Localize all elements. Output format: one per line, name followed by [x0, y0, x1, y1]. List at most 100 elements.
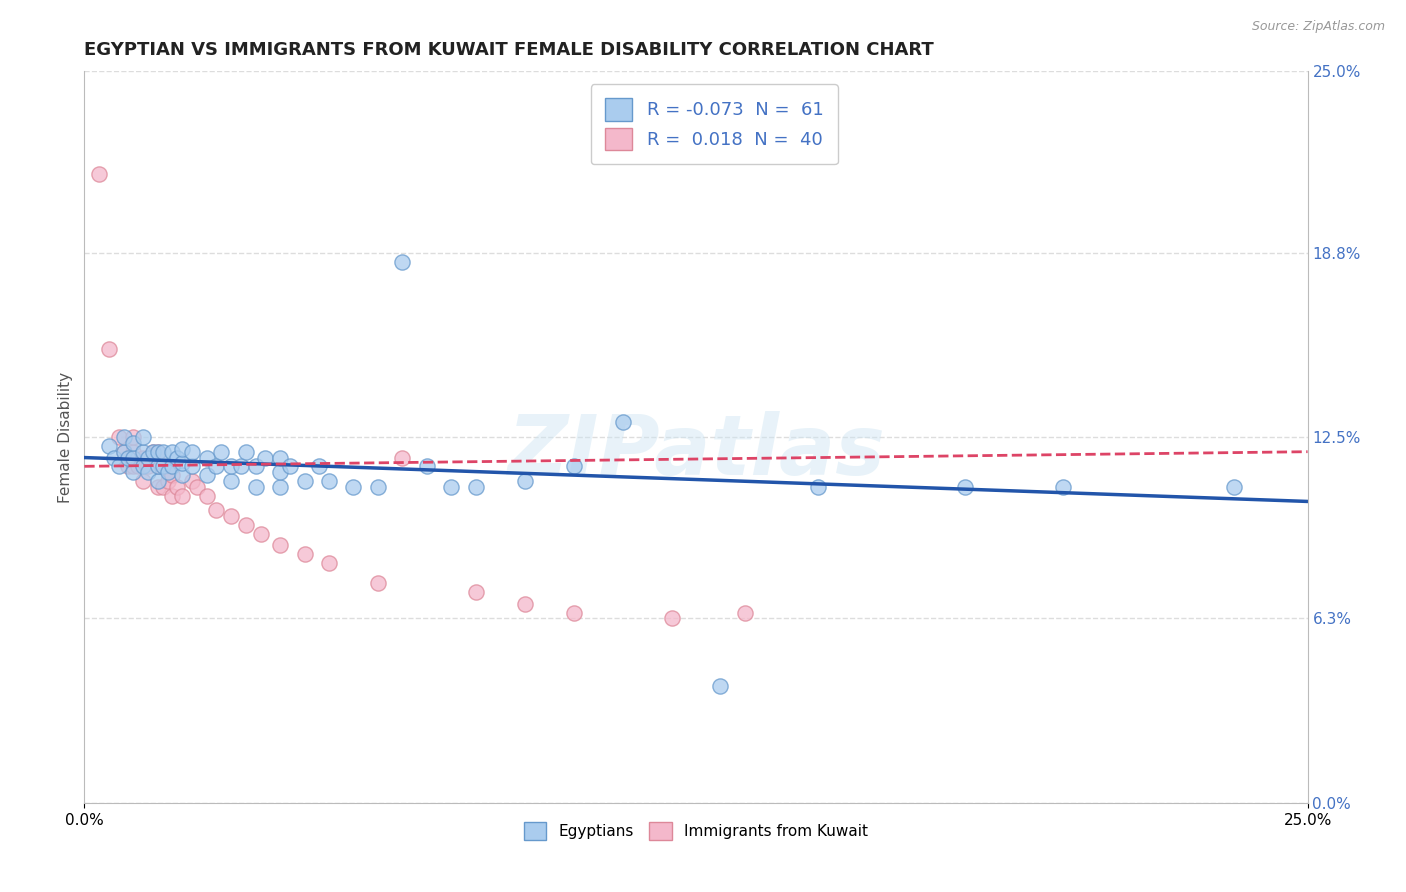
- Point: [219, 459, 242, 474]
- Point: [195, 489, 218, 503]
- Point: [513, 597, 536, 611]
- Point: [318, 556, 340, 570]
- Point: [122, 436, 145, 450]
- Point: [122, 465, 145, 479]
- Point: [146, 459, 169, 474]
- Point: [152, 459, 174, 474]
- Point: [186, 480, 208, 494]
- Point: [162, 444, 184, 458]
- Point: [391, 254, 413, 268]
- Point: [219, 509, 242, 524]
- Point: [146, 444, 169, 458]
- Point: [142, 444, 165, 458]
- Point: [107, 430, 129, 444]
- Point: [269, 480, 291, 494]
- Point: [318, 474, 340, 488]
- Point: [342, 480, 364, 494]
- Point: [209, 444, 232, 458]
- Point: [162, 468, 184, 483]
- Point: [195, 450, 218, 465]
- Point: [440, 480, 463, 494]
- Point: [367, 576, 389, 591]
- Point: [156, 474, 179, 488]
- Point: [172, 457, 194, 471]
- Point: [136, 450, 159, 465]
- Point: [97, 439, 120, 453]
- Text: Source: ZipAtlas.com: Source: ZipAtlas.com: [1251, 20, 1385, 33]
- Point: [122, 459, 145, 474]
- Point: [181, 444, 204, 458]
- Point: [132, 459, 155, 474]
- Point: [181, 459, 204, 474]
- Point: [127, 459, 149, 474]
- Point: [132, 444, 155, 458]
- Point: [416, 459, 439, 474]
- Point: [219, 474, 242, 488]
- Point: [464, 585, 486, 599]
- Point: [97, 343, 120, 357]
- Point: [249, 526, 271, 541]
- Point: [367, 480, 389, 494]
- Point: [205, 503, 228, 517]
- Point: [172, 442, 194, 456]
- Point: [229, 459, 252, 474]
- Point: [709, 679, 731, 693]
- Point: [166, 450, 188, 465]
- Point: [294, 474, 316, 488]
- Point: [172, 489, 194, 503]
- Legend: Egyptians, Immigrants from Kuwait: Egyptians, Immigrants from Kuwait: [517, 815, 875, 847]
- Point: [117, 459, 139, 474]
- Point: [269, 538, 291, 552]
- Point: [117, 450, 139, 465]
- Point: [308, 459, 330, 474]
- Point: [112, 430, 135, 444]
- Point: [235, 517, 257, 532]
- Point: [146, 459, 169, 474]
- Point: [562, 459, 585, 474]
- Point: [294, 547, 316, 561]
- Point: [195, 468, 218, 483]
- Point: [122, 444, 145, 458]
- Point: [87, 167, 110, 181]
- Point: [152, 444, 174, 458]
- Point: [1052, 480, 1074, 494]
- Point: [156, 465, 179, 479]
- Point: [112, 444, 135, 458]
- Point: [162, 459, 184, 474]
- Point: [107, 459, 129, 474]
- Point: [152, 459, 174, 474]
- Point: [142, 444, 165, 458]
- Point: [1223, 480, 1246, 494]
- Point: [162, 489, 184, 503]
- Point: [181, 474, 204, 488]
- Point: [269, 450, 291, 465]
- Point: [513, 474, 536, 488]
- Point: [122, 450, 145, 465]
- Point: [245, 480, 267, 494]
- Point: [254, 450, 277, 465]
- Point: [245, 459, 267, 474]
- Point: [146, 474, 169, 488]
- Point: [112, 444, 135, 458]
- Point: [661, 611, 683, 625]
- Y-axis label: Female Disability: Female Disability: [58, 371, 73, 503]
- Point: [235, 444, 257, 458]
- Point: [464, 480, 486, 494]
- Point: [132, 474, 155, 488]
- Point: [562, 606, 585, 620]
- Point: [152, 480, 174, 494]
- Point: [391, 450, 413, 465]
- Point: [136, 465, 159, 479]
- Point: [132, 430, 155, 444]
- Point: [122, 430, 145, 444]
- Point: [734, 606, 756, 620]
- Point: [953, 480, 976, 494]
- Point: [136, 459, 159, 474]
- Point: [612, 416, 634, 430]
- Point: [807, 480, 830, 494]
- Text: ZIPatlas: ZIPatlas: [508, 411, 884, 492]
- Point: [146, 480, 169, 494]
- Point: [278, 459, 301, 474]
- Point: [205, 459, 228, 474]
- Point: [146, 444, 169, 458]
